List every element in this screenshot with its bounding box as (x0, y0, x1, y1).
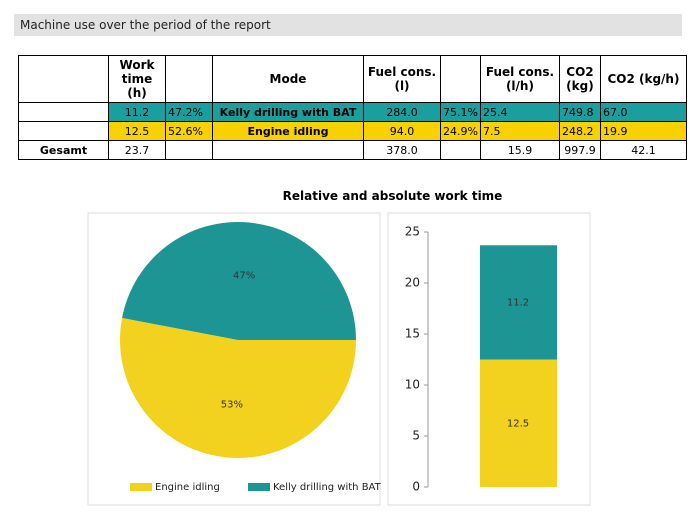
header-cell (440, 55, 481, 103)
table-cell: 42.1 (599, 140, 687, 160)
legend-label: Engine idling (155, 482, 220, 493)
header-cell: Mode (212, 55, 364, 103)
header-cell (18, 55, 109, 103)
table-cell: 75.1% (440, 102, 481, 122)
table-cell: Kelly drilling with BAT (212, 102, 364, 122)
slice-label: 53% (221, 400, 243, 411)
legend-label: Kelly drilling with BAT (273, 482, 382, 493)
table-cell: 15.9 (479, 140, 560, 160)
y-tick-label: 5 (412, 429, 420, 443)
y-tick-label: 0 (412, 480, 420, 494)
table-cell: 749.8 (558, 102, 601, 122)
table-cell: 997.9 (558, 140, 601, 160)
table-cell: Gesamt (18, 140, 109, 160)
report-header: Machine use over the period of the repor… (14, 14, 682, 36)
y-tick-label: 15 (405, 327, 420, 341)
bar-segment (480, 359, 557, 487)
bar-label: 11.2 (507, 297, 529, 308)
header-cell: Work time (h) (108, 55, 166, 103)
data-table: Work time (h) Mode Fuel cons. (l) Fuel cons… (18, 55, 687, 160)
table-cell: 378.0 (363, 140, 441, 160)
header-cell: Fuel cons. (l) (363, 55, 441, 103)
table-cell: 52.6% (165, 121, 213, 141)
table-cell: 94.0 (363, 121, 441, 141)
legend-swatch (130, 483, 152, 491)
table-cell: 284.0 (363, 102, 441, 122)
header-cell: CO2 (kg/h) (599, 55, 687, 103)
bar-segment (480, 245, 557, 360)
y-tick-label: 20 (405, 276, 420, 290)
table-cell: 23.7 (108, 140, 166, 160)
y-tick-label: 25 (405, 225, 420, 239)
table-cell: 11.2 (108, 102, 166, 122)
table-cell: 248.2 (558, 121, 601, 141)
table-cell: 19.9 (599, 121, 687, 141)
y-tick-label: 10 (405, 378, 420, 392)
pie-slice (119, 317, 356, 459)
slice-label: 47% (233, 270, 255, 281)
bar-label: 12.5 (507, 418, 529, 429)
table-cell: 24.9% (440, 121, 481, 141)
chart-title: Relative and absolute work time (282, 189, 503, 203)
pie-slice (122, 221, 356, 340)
legend-swatch (248, 483, 270, 491)
header-cell: Fuel cons. (l/h) (479, 55, 560, 103)
table-cell: 67.0 (599, 102, 687, 122)
